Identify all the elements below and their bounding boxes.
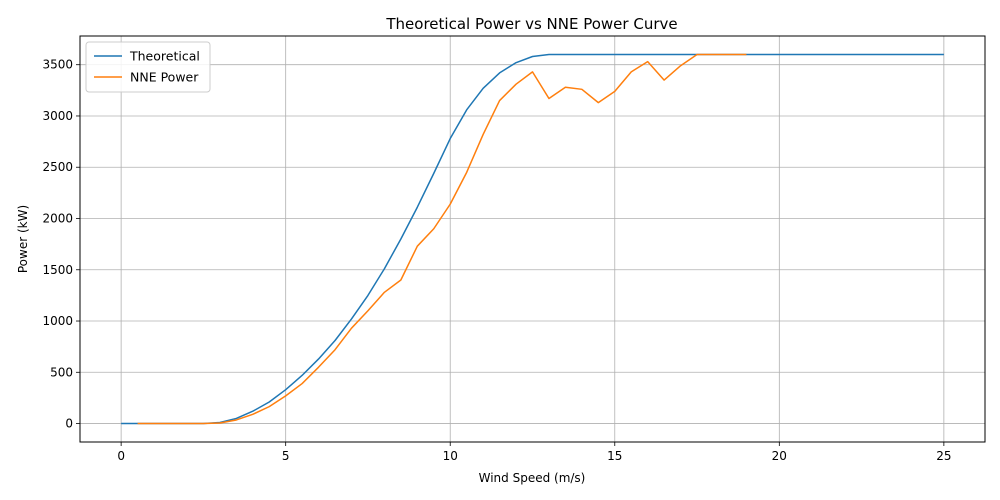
legend-label: Theoretical — [129, 49, 200, 64]
x-tick-label: 10 — [443, 449, 458, 463]
y-tick-label: 0 — [65, 417, 73, 431]
legend: Theoretical NNE Power — [85, 41, 211, 93]
x-tick-label: 15 — [607, 449, 622, 463]
chart-title: Theoretical Power vs NNE Power Curve — [385, 15, 677, 33]
y-axis: 0 500 1000 1500 2000 2500 3000 3500 — [42, 58, 80, 431]
legend-box — [85, 41, 211, 93]
legend-label: NNE Power — [130, 70, 199, 85]
y-tick-label: 500 — [50, 365, 73, 379]
x-tick-label: 20 — [772, 449, 787, 463]
y-tick-label: 3000 — [42, 109, 73, 123]
y-tick-label: 2500 — [42, 160, 73, 174]
x-axis: 0 5 10 15 20 25 — [117, 442, 952, 463]
series-line-theoretical — [121, 53, 944, 425]
grid — [80, 36, 985, 442]
y-tick-label: 2000 — [42, 211, 73, 225]
y-axis-label: Power (kW) — [16, 205, 30, 273]
x-tick-label: 25 — [936, 449, 951, 463]
series-line-nne-power — [137, 53, 747, 425]
x-tick-label: 0 — [117, 449, 125, 463]
x-tick-label: 5 — [282, 449, 290, 463]
y-tick-label: 1500 — [42, 263, 73, 277]
series-layer — [121, 53, 944, 425]
x-axis-label: Wind Speed (m/s) — [479, 471, 586, 485]
plot-frame — [79, 35, 986, 443]
y-tick-label: 3500 — [42, 58, 73, 72]
y-tick-label: 1000 — [42, 314, 73, 328]
